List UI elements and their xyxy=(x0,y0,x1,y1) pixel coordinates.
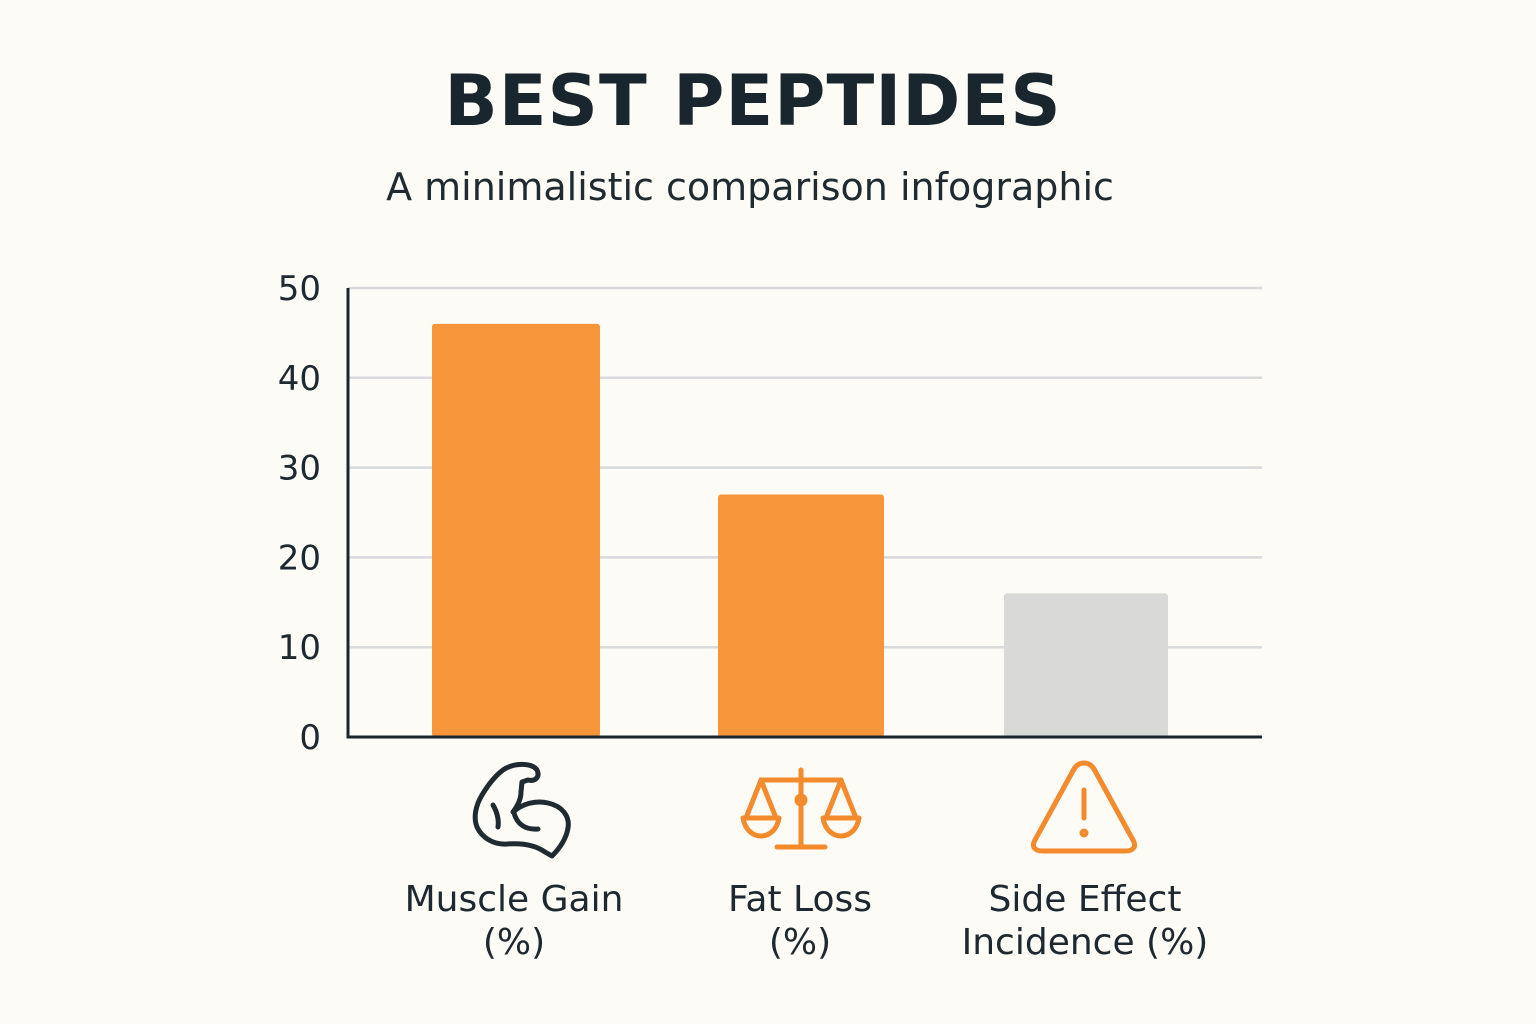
balance-scale-icon xyxy=(740,767,862,850)
bar-1 xyxy=(432,323,600,737)
y-tick-label: 10 xyxy=(278,628,321,668)
category-label: Side Effect xyxy=(989,879,1182,920)
y-axis-ticks: 0 10 20 30 40 50 xyxy=(278,269,321,758)
y-tick-label: 0 xyxy=(299,718,321,758)
y-tick-label: 30 xyxy=(278,449,321,489)
warning-triangle-icon xyxy=(1030,760,1138,854)
bar-2 xyxy=(718,494,884,737)
category-label: Fat Loss xyxy=(728,879,872,920)
y-tick-label: 50 xyxy=(278,269,321,309)
category-label: Incidence (%) xyxy=(962,922,1209,963)
bar-3 xyxy=(1004,593,1168,737)
category-label: Muscle Gain xyxy=(405,879,624,920)
category-label: (%) xyxy=(483,922,545,963)
category-labels: Muscle Gain(%)Fat Loss(%)Side EffectInci… xyxy=(405,879,1209,963)
page-subtitle: A minimalistic comparison infographic xyxy=(386,165,1114,209)
y-tick-label: 40 xyxy=(278,359,321,399)
y-tick-label: 20 xyxy=(278,538,321,578)
bars xyxy=(432,323,1168,737)
category-label: (%) xyxy=(769,922,831,963)
flexed-bicep-icon xyxy=(472,761,571,859)
page-title: BEST PEPTIDES xyxy=(444,60,1062,142)
